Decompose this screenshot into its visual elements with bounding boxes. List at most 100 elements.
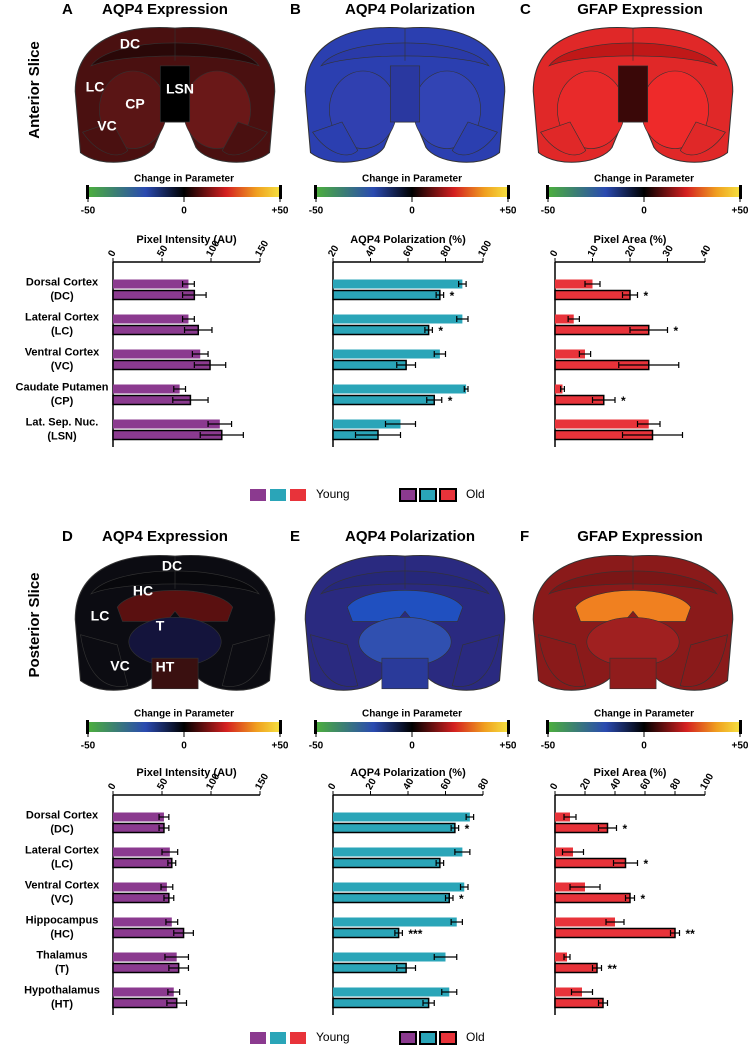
bar-young [113,314,189,324]
axis-title: AQP4 Polarization (%) [350,767,466,779]
error-bar [629,327,669,333]
colorbar-cap [86,720,89,734]
x-tick-label: 20 [326,243,341,259]
legend-label: Old [466,487,485,501]
error-bar [570,989,594,995]
error-bar [584,281,601,287]
bar-young [113,882,167,892]
brain-region [346,590,464,622]
significance: * [448,394,453,408]
x-tick-label: 40 [608,776,623,792]
bar-young [333,847,463,857]
error-bar [459,884,469,890]
bar-young [333,917,457,927]
error-bar [424,327,433,333]
category-label: Lat. Sep. Nuc. [26,416,99,428]
colorbar-tick-label: 0 [641,741,647,752]
map-title: AQP4 Polarization [345,1,475,18]
bar-young [555,314,574,324]
region-label: VC [110,658,129,674]
error-bar [597,825,618,831]
brain-region [451,121,498,156]
bar-old [554,962,598,974]
significance: * [641,892,646,906]
colorbar [548,187,740,197]
colorbar-tick-label: -50 [81,741,96,752]
bar-young [333,952,446,962]
colorbar-label: Change in Parameter [134,174,234,185]
x-tick-label: 0 [106,781,119,792]
bar-young [555,952,567,962]
colorbar-tick-label: 0 [181,206,187,217]
error-bar [173,386,187,392]
bar-young [113,419,220,429]
brain-region [312,121,359,156]
significance: *** [408,927,422,941]
category-label: (LSN) [47,430,77,442]
category-label: (DC) [50,823,74,835]
legend-label: Old [466,1030,485,1044]
error-bar [396,965,417,971]
error-bar [173,930,194,936]
error-bar [624,895,636,901]
brain-map [74,27,276,163]
x-tick-label: 40 [401,776,416,792]
category-label: Dorsal Cortex [26,276,99,288]
x-tick-label: 0 [106,248,119,259]
colorbar [88,187,280,197]
panel-letter: F [520,528,529,545]
bar-old [554,997,604,1009]
colorbar-tick-label: +50 [732,206,749,217]
colorbar [316,722,508,732]
error-bar [444,895,454,901]
brain-region [389,65,421,123]
error-bar [183,327,213,333]
significance: * [644,857,649,871]
significance: * [459,892,464,906]
error-bar [441,989,458,995]
brain-region [609,657,657,690]
error-bar [168,965,190,971]
map-title: AQP4 Expression [102,528,228,545]
map-title: GFAP Expression [577,528,703,545]
significance: * [621,394,626,408]
bar-young [333,349,440,359]
region-label: LC [91,608,110,624]
x-tick-label: 20 [623,243,638,259]
bar-young [555,419,649,429]
colorbar-tick-label: -50 [309,741,324,752]
bar-old [554,927,676,939]
category-label: (DC) [50,290,74,302]
error-bar [563,954,571,960]
error-bar [563,814,577,820]
error-bar [396,362,417,368]
bar-old [112,857,173,869]
error-bar [166,1000,188,1006]
error-bar [591,965,603,971]
legend-swatch [290,489,306,501]
bar-young [113,349,201,359]
error-bar [181,292,207,298]
error-bar [181,281,195,287]
colorbar-tick-label: 0 [181,741,187,752]
colorbar-cap [314,720,317,734]
x-tick-label: 0 [548,248,561,259]
error-bar [621,292,639,298]
bar-young [333,314,463,324]
error-bar [207,421,233,427]
error-bar [458,281,467,287]
x-tick-label: 150 [253,771,271,791]
legend-swatch [270,489,286,501]
x-tick-label: 150 [253,238,271,258]
bar-young [113,917,172,927]
brain-map [304,555,506,691]
bar-young [113,279,189,289]
category-label: (VC) [51,893,74,905]
bar-young [333,419,401,429]
legend-label: Young [316,1030,350,1044]
bar-old [332,997,430,1009]
panel-letter: E [290,528,300,545]
colorbar [88,722,280,732]
error-bar [463,386,469,392]
colorbar-tick-label: -50 [81,206,96,217]
